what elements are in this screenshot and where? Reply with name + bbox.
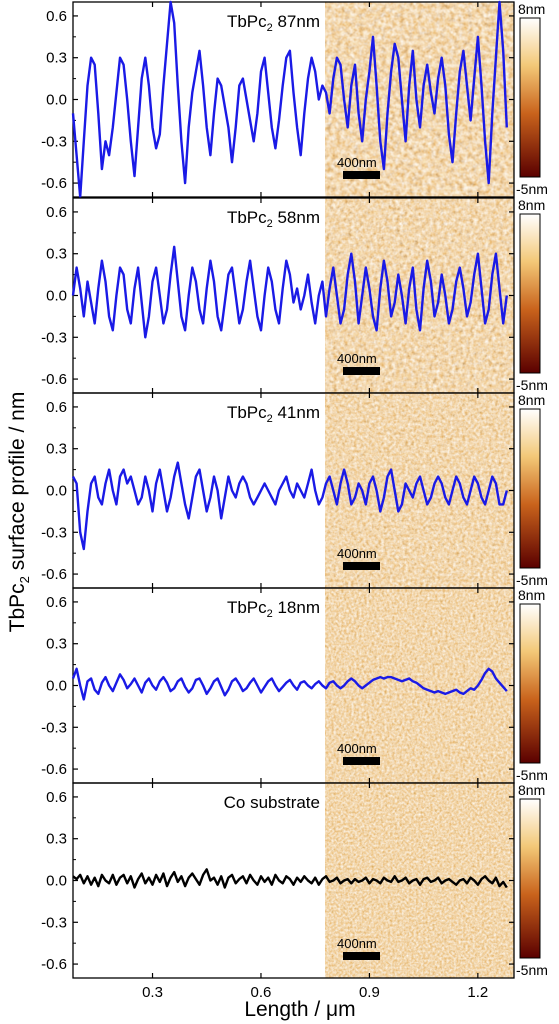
colorbar (519, 17, 541, 178)
scale-bar (343, 562, 380, 570)
x-tick-label: 1.2 (467, 984, 488, 1001)
panel-title: TbPc2 18nm (227, 598, 320, 620)
panel-title: Co substrate (224, 793, 320, 812)
panel-2: 0.6 0.3 0.0 -0.3 -0.6 TbPc2 41nm 400nm 8nm -5nm (41, 392, 548, 589)
y-tick-label: -0.6 (41, 175, 67, 192)
y-tick-label: -0.6 (41, 761, 67, 778)
scale-bar-label: 400nm (337, 741, 377, 756)
panel-title: TbPc2 41nm (227, 403, 320, 425)
colorbar-max-label: 8nm (518, 392, 545, 408)
colorbar-max-label: 8nm (518, 587, 545, 603)
y-tick-label: 0.0 (46, 483, 67, 500)
scale-bar (343, 952, 380, 960)
colorbar-min-label: -5nm (516, 962, 548, 978)
panel-1: 0.6 0.3 0.0 -0.3 -0.6 TbPc2 58nm 400nm 8nm -5nm (41, 197, 548, 394)
scale-bar-label: 400nm (337, 546, 377, 561)
y-tick-label: 0.3 (46, 636, 67, 653)
colorbar-max-label: 8nm (518, 1, 545, 17)
scale-bar (343, 367, 380, 375)
y-tick-label: 0.6 (46, 204, 67, 221)
panel-4: 0.6 0.3 0.0 -0.3 -0.6 Co substrate 400nm 8nm -5n… (41, 782, 548, 979)
colorbar (519, 798, 541, 959)
scale-bar (343, 171, 380, 179)
colorbar (519, 603, 541, 764)
colorbar-min-label: -5nm (516, 377, 548, 393)
profile-line (71, 0, 508, 199)
x-tick-label: 0.6 (251, 984, 272, 1001)
y-tick-label: 0.6 (46, 789, 67, 806)
y-tick-label: -0.6 (41, 566, 67, 583)
profile-line (72, 868, 508, 889)
colorbar-min-label: -5nm (516, 767, 548, 783)
colorbar (519, 408, 541, 569)
colorbar-min-label: -5nm (516, 181, 548, 197)
y-tick-label: 0.6 (46, 399, 67, 416)
y-tick-label: -0.3 (41, 914, 67, 931)
colorbar-max-label: 8nm (518, 197, 545, 213)
y-tick-label: -0.6 (41, 371, 67, 388)
colorbar-min-label: -5nm (516, 572, 548, 588)
x-tick-label: 0.3 (142, 984, 163, 1001)
scale-bar (343, 757, 380, 765)
y-tick-label: 0.0 (46, 873, 67, 890)
colorbar (519, 213, 541, 374)
y-tick-label: 0.0 (46, 92, 67, 109)
y-tick-label: 0.3 (46, 441, 67, 458)
scale-bar-label: 400nm (337, 155, 377, 170)
x-tick-label: 0.9 (359, 984, 380, 1001)
profile-line (71, 461, 508, 551)
y-axis-title: TbPc2 surface profile / nm (6, 392, 32, 633)
profile-line (71, 245, 508, 339)
y-tick-label: 0.3 (46, 831, 67, 848)
panel-title: TbPc2 87nm (227, 12, 320, 34)
panel-title: TbPc2 58nm (227, 208, 320, 230)
x-axis-title: Length / μm (244, 998, 355, 1021)
y-tick-label: -0.3 (41, 329, 67, 346)
y-tick-label: 0.6 (46, 8, 67, 25)
scale-bar-label: 400nm (337, 936, 377, 951)
colorbar-max-label: 8nm (518, 782, 545, 798)
y-tick-label: -0.3 (41, 524, 67, 541)
scale-bar-label: 400nm (337, 351, 377, 366)
y-tick-label: -0.3 (41, 719, 67, 736)
y-tick-label: 0.0 (46, 288, 67, 305)
profile-line (71, 667, 508, 701)
y-tick-label: 0.3 (46, 246, 67, 263)
y-tick-label: -0.3 (41, 133, 67, 150)
panel-3: 0.6 0.3 0.0 -0.3 -0.6 TbPc2 18nm 400nm 8nm -5nm (41, 587, 548, 784)
y-tick-label: 0.6 (46, 594, 67, 611)
panel-0: 0.6 0.3 0.0 -0.3 -0.6 TbPc2 87nm 400nm 8nm -5nm (41, 0, 548, 199)
y-tick-label: 0.0 (46, 678, 67, 695)
y-tick-label: -0.6 (41, 956, 67, 973)
y-tick-label: 0.3 (46, 50, 67, 67)
